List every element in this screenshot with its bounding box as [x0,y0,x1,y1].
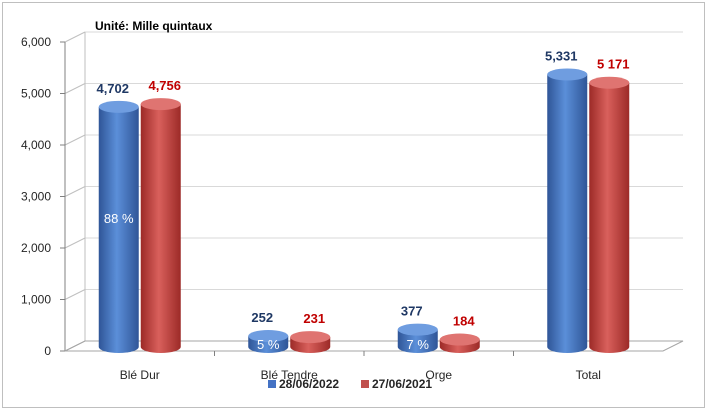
chart-frame [2,2,705,408]
bar-top [589,76,630,89]
legend-swatch-2022 [268,380,276,388]
x-category-label: Orge [425,368,452,382]
grid-connector [64,31,86,43]
bars [98,68,630,354]
data-label: 231 [303,311,325,326]
bar-orge-1 [439,333,480,353]
share-label: 88 % [104,211,134,226]
y-tick-label: 5,000 [21,87,51,101]
bar-top [248,330,289,343]
grid-connector [64,83,86,94]
x-category-label: Blé Tendre [261,368,318,382]
bar-top [439,333,480,346]
data-label: 252 [251,310,273,325]
data-label: 5 171 [597,57,630,72]
bar-top [290,331,331,344]
labels: 0 1,000 2,000 3,000 4,000 5,000 6,000 Blé Dur 4,… [21,35,630,382]
bar-blé-tendre-1 [290,331,331,353]
grid-connector [64,134,86,146]
share-label: 5 % [257,337,280,352]
x-category-label: Blé Dur [120,368,160,382]
legend: 28/06/2022 27/06/2021 [268,377,432,391]
legend-label-2022: 28/06/2022 [279,377,339,391]
bar-top [140,98,181,111]
y-tick-label: 6,000 [21,35,51,49]
legend-swatch-2021 [361,380,369,388]
y-tick-label: 0 [44,344,51,358]
bar-top [397,323,438,336]
data-label: 4,756 [148,78,181,93]
share-label: 7 % [407,337,430,352]
grid-connector [64,237,86,249]
y-tick-label: 4,000 [21,138,51,152]
bar-body [589,82,630,354]
bar-body [397,329,438,353]
data-label: 5,331 [545,48,578,63]
bar-body [98,106,139,353]
data-label: 377 [401,304,423,319]
y-tick-label: 1,000 [21,293,51,307]
bar-body [547,74,588,354]
y-tick-label: 3,000 [21,190,51,204]
bar-body [140,104,181,353]
bar-top [98,100,139,113]
y-tick-label: 2,000 [21,241,51,255]
bar-top [547,68,588,81]
bar-blé-dur-0 [98,100,139,353]
x-category-label: Total [576,368,601,382]
data-label: 4,702 [96,81,129,96]
bar-total-1 [589,76,630,354]
bar-blé-tendre-0 [248,330,289,353]
data-label: 184 [453,314,475,329]
grid-connector [64,186,86,197]
unit-label: Unité: Mille quintaux [95,19,213,33]
legend-label-2021: 27/06/2021 [372,377,432,391]
grid-connector [64,289,86,300]
bar-blé-dur-1 [140,98,181,353]
bar-total-0 [547,68,588,354]
bar-orge-0 [397,323,438,353]
